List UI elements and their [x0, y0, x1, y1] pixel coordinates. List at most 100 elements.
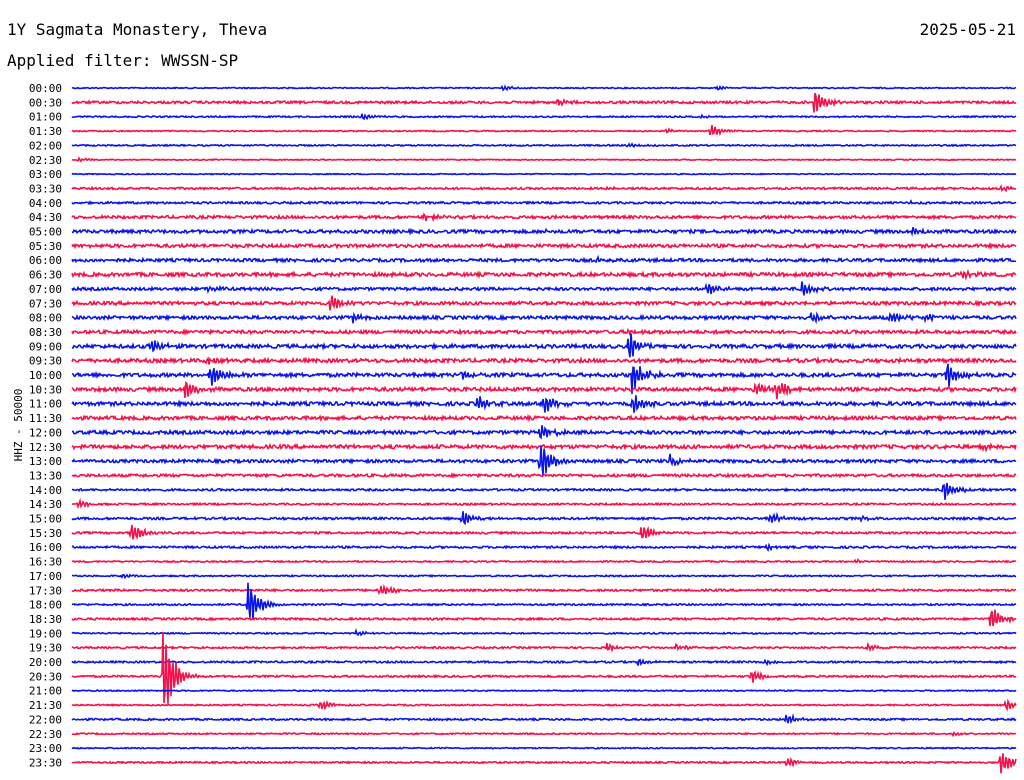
row-time-label: 23:00 [29, 742, 62, 755]
row-time-label: 11:00 [29, 398, 62, 411]
trace-line [71, 413, 1017, 423]
trace-line [71, 333, 1017, 358]
row-time-label: 03:00 [29, 168, 62, 181]
trace-line [71, 281, 1017, 296]
row-time-label: 19:30 [29, 642, 62, 655]
trace-line [71, 632, 1017, 704]
trace-line [71, 355, 1017, 366]
row-time-label: 18:00 [29, 599, 62, 612]
row-time-label: 04:00 [29, 197, 62, 210]
row-time-label: 21:00 [29, 685, 62, 698]
row-time-label: 08:00 [29, 312, 62, 325]
chart-title: 1Y Sagmata Monastery, Theva [7, 20, 268, 39]
trace-line [71, 425, 1017, 440]
trace-line [71, 124, 1017, 137]
row-time-label: 15:00 [29, 513, 62, 526]
trace-line [71, 524, 1017, 541]
trace-line [71, 689, 1017, 693]
trace-line [71, 609, 1017, 627]
row-time-label: 23:30 [29, 756, 62, 769]
trace-line [71, 753, 1017, 774]
trace-line [71, 395, 1017, 413]
trace-line [71, 583, 1017, 596]
row-time-label: 14:30 [29, 498, 62, 511]
row-time-label: 14:00 [29, 484, 62, 497]
row-time-label: 22:00 [29, 713, 62, 726]
row-time-label: 20:00 [29, 656, 62, 669]
row-time-label: 12:30 [29, 441, 62, 454]
row-time-label: 06:30 [29, 269, 62, 282]
trace-line [71, 311, 1017, 325]
trace-line [71, 227, 1017, 237]
row-time-label: 13:00 [29, 455, 62, 468]
trace-line [71, 254, 1017, 264]
trace-line [71, 327, 1017, 337]
row-time-label: 10:00 [29, 369, 62, 382]
row-time-label: 04:30 [29, 211, 62, 224]
trace-line [71, 156, 1017, 163]
row-time-label: 08:30 [29, 326, 62, 339]
trace-line [71, 557, 1017, 564]
row-time-label: 13:30 [29, 469, 62, 482]
trace-line [71, 183, 1017, 193]
trace-line [71, 472, 1017, 479]
row-time-label: 01:30 [29, 125, 62, 138]
row-time-label: 16:00 [29, 541, 62, 554]
row-time-label: 06:00 [29, 254, 62, 267]
trace-line [71, 268, 1017, 281]
row-time-label: 19:00 [29, 627, 62, 640]
trace-line [71, 380, 1017, 400]
row-time-label: 09:30 [29, 355, 62, 368]
trace-line [71, 628, 1017, 637]
row-time-label: 10:30 [29, 383, 62, 396]
row-time-label: 20:30 [29, 670, 62, 683]
row-time-label: 15:30 [29, 527, 62, 540]
trace-line [71, 92, 1017, 113]
row-time-label: 01:00 [29, 111, 62, 124]
row-time-label: 03:30 [29, 182, 62, 195]
row-time-label: 09:00 [29, 340, 62, 353]
row-time-label: 17:00 [29, 570, 62, 583]
row-time-label: 21:30 [29, 699, 62, 712]
filter-label: Applied filter: WWSSN-SP [7, 51, 239, 70]
row-time-label: 05:00 [29, 226, 62, 239]
trace-line [71, 295, 1017, 311]
trace-line [71, 641, 1017, 653]
row-time-label: 17:30 [29, 584, 62, 597]
trace-line [71, 511, 1017, 526]
row-time-label: 07:30 [29, 297, 62, 310]
row-time-label: 05:30 [29, 240, 62, 253]
trace-line [71, 172, 1017, 176]
chart-date: 2025-05-21 [919, 20, 1016, 39]
trace-line [71, 482, 1017, 500]
trace-line [71, 212, 1017, 223]
row-time-label: 11:30 [29, 412, 62, 425]
row-time-label: 18:30 [29, 613, 62, 626]
trace-line [71, 713, 1017, 725]
trace-line [71, 241, 1017, 250]
trace-line [71, 658, 1017, 667]
row-time-label: 02:00 [29, 139, 62, 152]
row-time-label: 00:00 [29, 82, 62, 95]
row-time-label: 16:30 [29, 556, 62, 569]
trace-line [71, 198, 1017, 206]
row-time-label: 22:30 [29, 728, 62, 741]
trace-line [71, 84, 1017, 92]
trace-line [71, 363, 1017, 394]
trace-line [71, 445, 1017, 476]
row-time-label: 00:30 [29, 96, 62, 109]
trace-line [71, 573, 1017, 580]
trace-line [71, 542, 1017, 553]
trace-line [71, 730, 1017, 738]
trace-line [71, 113, 1017, 121]
trace-line [71, 497, 1017, 510]
trace-line [71, 142, 1017, 149]
trace-line [71, 442, 1017, 453]
trace-line [71, 698, 1017, 712]
row-time-label: 12:00 [29, 426, 62, 439]
row-time-label: 02:30 [29, 154, 62, 167]
row-time-label: 07:00 [29, 283, 62, 296]
trace-line [71, 746, 1017, 750]
trace-line [71, 582, 1017, 621]
